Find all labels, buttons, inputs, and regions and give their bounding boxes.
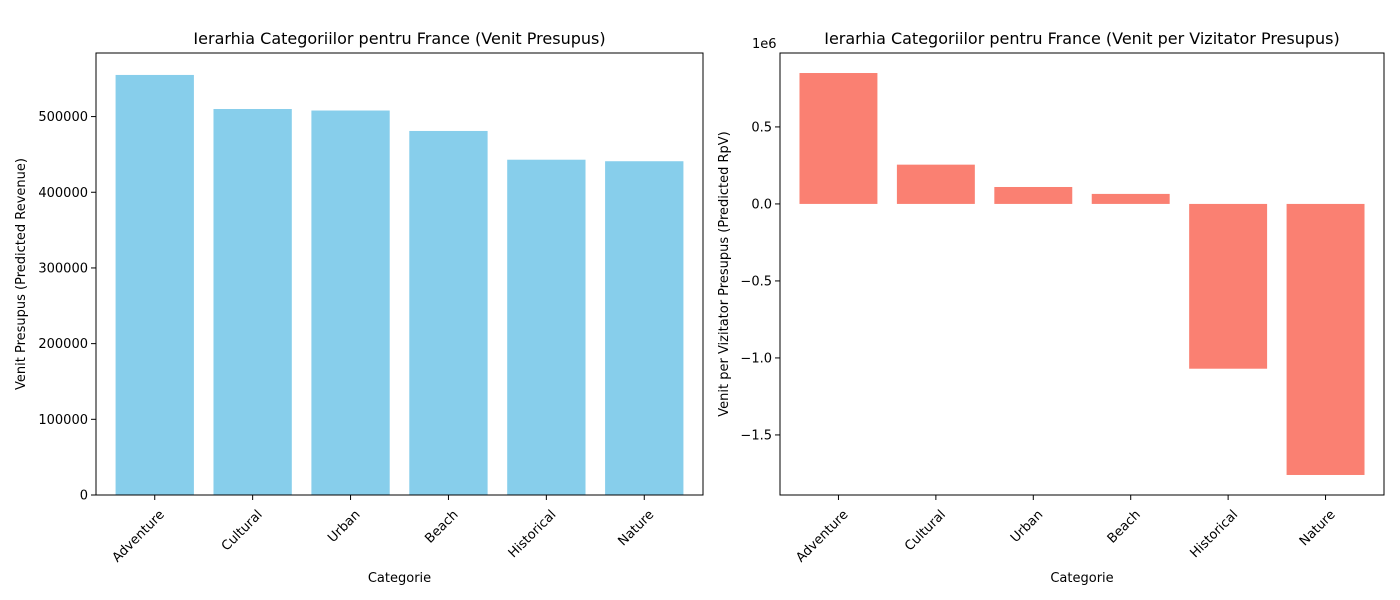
bar-cultural — [213, 109, 292, 496]
y-tick-label: 200000 — [38, 337, 88, 352]
bar-adventure — [799, 73, 878, 204]
bars — [115, 74, 684, 496]
chart-title: Ierarhia Categoriilor pentru France (Ven… — [824, 29, 1340, 48]
bar-urban — [311, 110, 390, 496]
y-tick-label: 300000 — [38, 261, 88, 276]
bar-beach — [409, 130, 488, 495]
y-tick-label: −1.5 — [740, 428, 772, 443]
x-tick-label: Nature — [1297, 507, 1339, 549]
bar-nature — [605, 161, 684, 496]
plot-frame — [95, 52, 704, 496]
revenue-chart: Ierarhia Categoriilor pentru France (Ven… — [14, 29, 704, 586]
y-tick-label: −0.5 — [740, 274, 772, 289]
x-tick-label: Adventure — [110, 507, 168, 565]
x-axis-label: Categorie — [368, 571, 431, 586]
x-tick-label: Beach — [1105, 507, 1144, 546]
x-ticks: Adventure Cultural Urban Beach Historical Nat… — [793, 495, 1339, 566]
bar-historical — [507, 159, 586, 495]
bar-urban — [994, 186, 1073, 204]
y-tick-label: 400000 — [38, 186, 88, 201]
y-tick-label: 0.5 — [751, 120, 772, 135]
bar-nature — [1286, 203, 1365, 475]
x-tick-label: Historical — [506, 507, 560, 561]
chart-title: Ierarhia Categoriilor pentru France (Ven… — [193, 29, 605, 48]
y-tick-label: 500000 — [38, 110, 88, 125]
bar-cultural — [896, 164, 975, 204]
x-tick-label: Cultural — [219, 507, 266, 554]
plot-frame — [779, 52, 1385, 496]
x-tick-label: Urban — [325, 507, 363, 545]
y-tick-label: 0.0 — [751, 197, 772, 212]
y-offset-label: 1e6 — [752, 37, 777, 52]
y-axis-label: Venit per Vizitator Presupus (Predicted … — [717, 131, 732, 417]
y-ticks: −1.5 −1.0 −0.5 0.0 0.5 — [740, 120, 780, 443]
bar-historical — [1189, 203, 1268, 369]
bars — [799, 73, 1365, 475]
y-ticks: 0 100000 200000 300000 400000 500000 — [38, 110, 96, 504]
bar-adventure — [115, 74, 194, 495]
x-tick-label: Nature — [616, 507, 658, 549]
y-tick-label: −1.0 — [740, 351, 772, 366]
x-axis-label: Categorie — [1050, 571, 1113, 586]
y-tick-label: 100000 — [38, 413, 88, 428]
x-tick-label: Beach — [422, 507, 461, 546]
x-ticks: Adventure Cultural Urban Beach Historical Nat… — [110, 495, 658, 566]
x-tick-label: Cultural — [902, 507, 949, 554]
bar-beach — [1091, 193, 1170, 204]
revenue-per-visitor-chart: Ierarhia Categoriilor pentru France (Ven… — [717, 29, 1385, 586]
y-tick-label: 0 — [80, 489, 88, 504]
y-axis-label: Venit Presupus (Predicted Revenue) — [14, 158, 29, 390]
x-tick-label: Adventure — [793, 507, 851, 565]
x-tick-label: Historical — [1188, 507, 1242, 561]
x-tick-label: Urban — [1008, 507, 1046, 545]
